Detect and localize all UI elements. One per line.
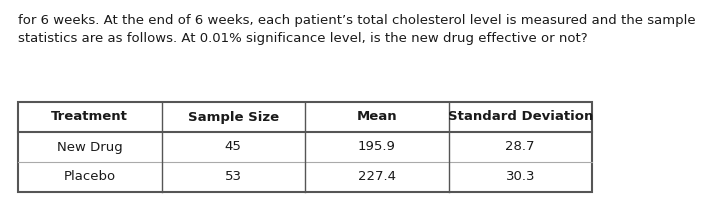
Text: statistics are as follows. At 0.01% significance level, is the new drug effectiv: statistics are as follows. At 0.01% sign…: [18, 32, 587, 45]
Text: New Drug: New Drug: [57, 140, 123, 153]
Text: 53: 53: [225, 171, 242, 183]
Text: 195.9: 195.9: [358, 140, 395, 153]
Text: 30.3: 30.3: [505, 171, 535, 183]
Text: Treatment: Treatment: [51, 110, 128, 124]
Text: Placebo: Placebo: [64, 171, 116, 183]
Text: 28.7: 28.7: [505, 140, 535, 153]
Bar: [18, 102, 592, 192]
Text: Standard Deviation: Standard Deviation: [447, 110, 593, 124]
Text: 227.4: 227.4: [358, 171, 395, 183]
Text: Sample Size: Sample Size: [188, 110, 279, 124]
Text: 45: 45: [225, 140, 242, 153]
Text: Mean: Mean: [357, 110, 397, 124]
Text: for 6 weeks. At the end of 6 weeks, each patient’s total cholesterol level is me: for 6 weeks. At the end of 6 weeks, each…: [18, 14, 695, 27]
